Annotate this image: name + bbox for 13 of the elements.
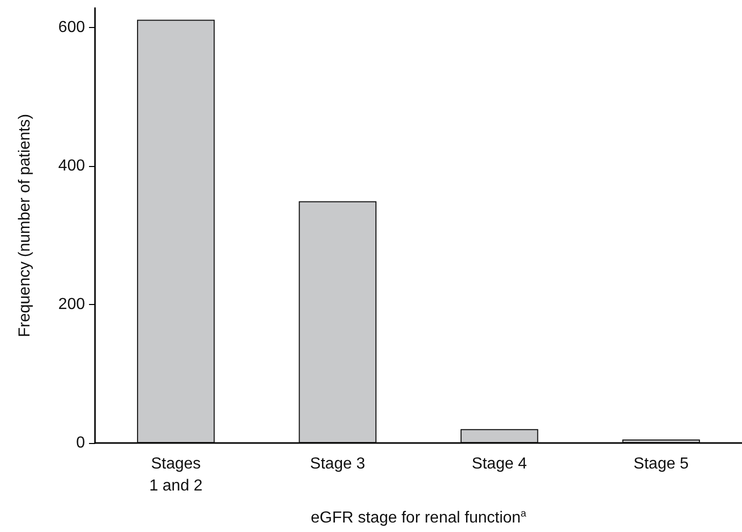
bar [298, 201, 376, 443]
y-tick-label: 200 [58, 296, 86, 313]
bar [622, 440, 700, 443]
x-tick-label: Stage 5 [634, 456, 689, 472]
y-tick-label: 600 [58, 18, 86, 36]
y-tick-label: 0 [76, 434, 86, 452]
x-tick-label: Stage 3 [310, 456, 366, 472]
bar [460, 429, 538, 443]
x-tick-label: Stage 4 [472, 456, 528, 472]
y-tick-label: 400 [58, 157, 86, 174]
y-axis-title: Frequency (number of patients) [16, 114, 34, 338]
bar [137, 20, 215, 443]
x-tick-label: Stages 1 and 2 [149, 456, 203, 494]
